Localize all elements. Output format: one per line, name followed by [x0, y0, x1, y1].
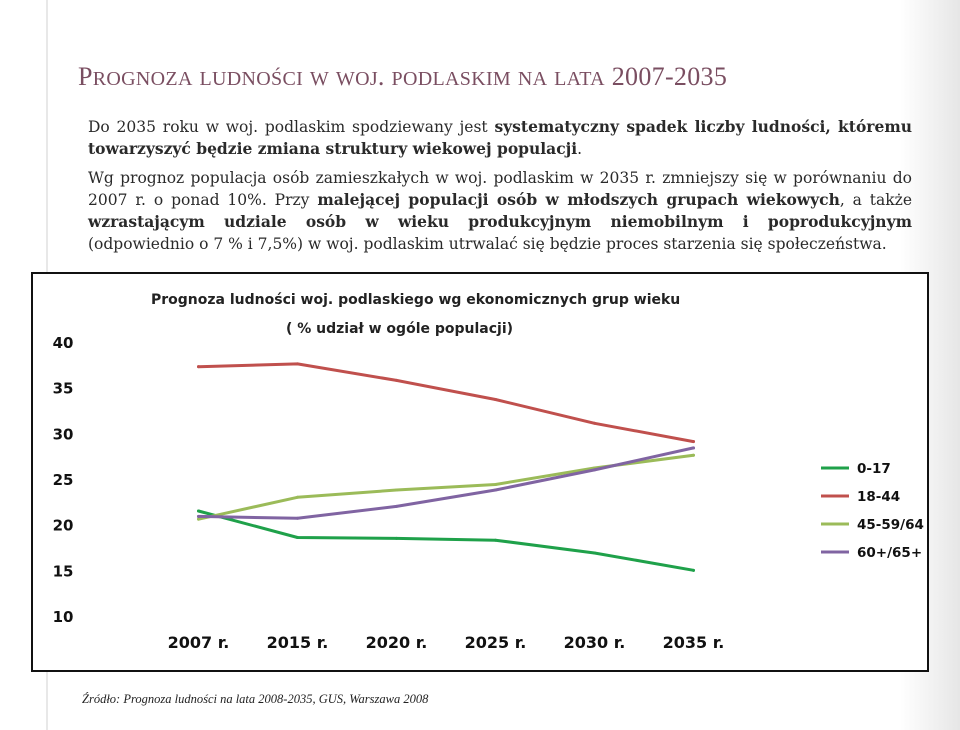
x-tick-label: 2015 r.	[267, 633, 329, 652]
data-point	[395, 378, 398, 382]
data-point	[395, 536, 398, 540]
data-point	[692, 568, 695, 572]
intro-text: Do 2035 roku w woj. podlaskim spodziewan…	[88, 118, 495, 136]
population-chart: Prognoza ludności woj. podlaskiego wg ek…	[31, 272, 929, 672]
legend-label: 45-59/64	[857, 517, 924, 533]
data-point	[296, 535, 299, 539]
data-point	[296, 516, 299, 520]
chart-canvas: Prognoza ludności woj. podlaskiego wg ek…	[53, 292, 924, 652]
data-point	[593, 551, 596, 555]
y-tick-label: 10	[53, 608, 74, 626]
legend-label: 0-17	[857, 461, 891, 477]
data-point	[197, 365, 200, 369]
legend-label: 18-44	[857, 489, 900, 505]
data-point	[197, 517, 200, 521]
forecast-text-2: , a także	[839, 191, 912, 209]
data-point	[395, 488, 398, 492]
y-tick-label: 25	[53, 471, 74, 489]
forecast-paragraph: Wg prognoz populacja osób zamieszkałych …	[88, 167, 912, 255]
forecast-text-3: (odpowiednio o 7 % i 7,5%) w woj. podlas…	[88, 235, 887, 253]
x-tick-label: 2007 r.	[168, 633, 230, 652]
intro-text-end: .	[577, 140, 583, 158]
forecast-emphasis-2: wzrastającym udziale osób w wieku produk…	[88, 212, 912, 231]
intro-paragraph: Do 2035 roku w woj. podlaskim spodziewan…	[88, 116, 912, 160]
data-point	[593, 421, 596, 425]
data-point	[692, 440, 695, 444]
slide-title: PROGNOZA LUDNOŚCI W WOJ. PODLASKIM NA LA…	[78, 62, 728, 91]
forecast-emphasis-1: malejącej populacji osób w młodszych gru…	[317, 190, 840, 209]
series-line-60+/65+	[197, 446, 695, 520]
data-point	[494, 488, 497, 492]
data-point	[494, 482, 497, 486]
series-line-0-17	[197, 509, 695, 572]
y-tick-label: 35	[53, 380, 74, 398]
data-point	[296, 362, 299, 366]
y-tick-label: 40	[53, 334, 74, 352]
data-point	[296, 495, 299, 499]
chart-title: Prognoza ludności woj. podlaskiego wg ek…	[151, 292, 680, 308]
data-point	[197, 509, 200, 513]
y-tick-label: 15	[53, 562, 74, 580]
data-point	[692, 453, 695, 457]
data-point	[494, 398, 497, 402]
data-point	[692, 446, 695, 450]
x-tick-label: 2025 r.	[465, 633, 527, 652]
series-line-18-44	[197, 362, 695, 444]
legend-label: 60+/65+	[857, 545, 922, 561]
source-note: Źródło: Prognoza ludności na lata 2008-2…	[82, 692, 429, 706]
forecast-text-1: Wg prognoz populacja osób zamieszkałych …	[88, 169, 912, 209]
x-tick-label: 2035 r.	[663, 633, 725, 652]
x-tick-label: 2020 r.	[366, 633, 428, 652]
data-point	[395, 504, 398, 508]
chart-subtitle: ( % udział w ogóle populacji)	[286, 321, 513, 337]
data-point	[593, 468, 596, 472]
y-tick-label: 30	[53, 425, 74, 443]
x-tick-label: 2030 r.	[564, 633, 626, 652]
data-point	[494, 538, 497, 542]
y-tick-label: 20	[53, 517, 74, 535]
data-point	[197, 514, 200, 518]
intro-emphasis: systematyczny spadek liczby ludności, kt…	[88, 117, 912, 158]
